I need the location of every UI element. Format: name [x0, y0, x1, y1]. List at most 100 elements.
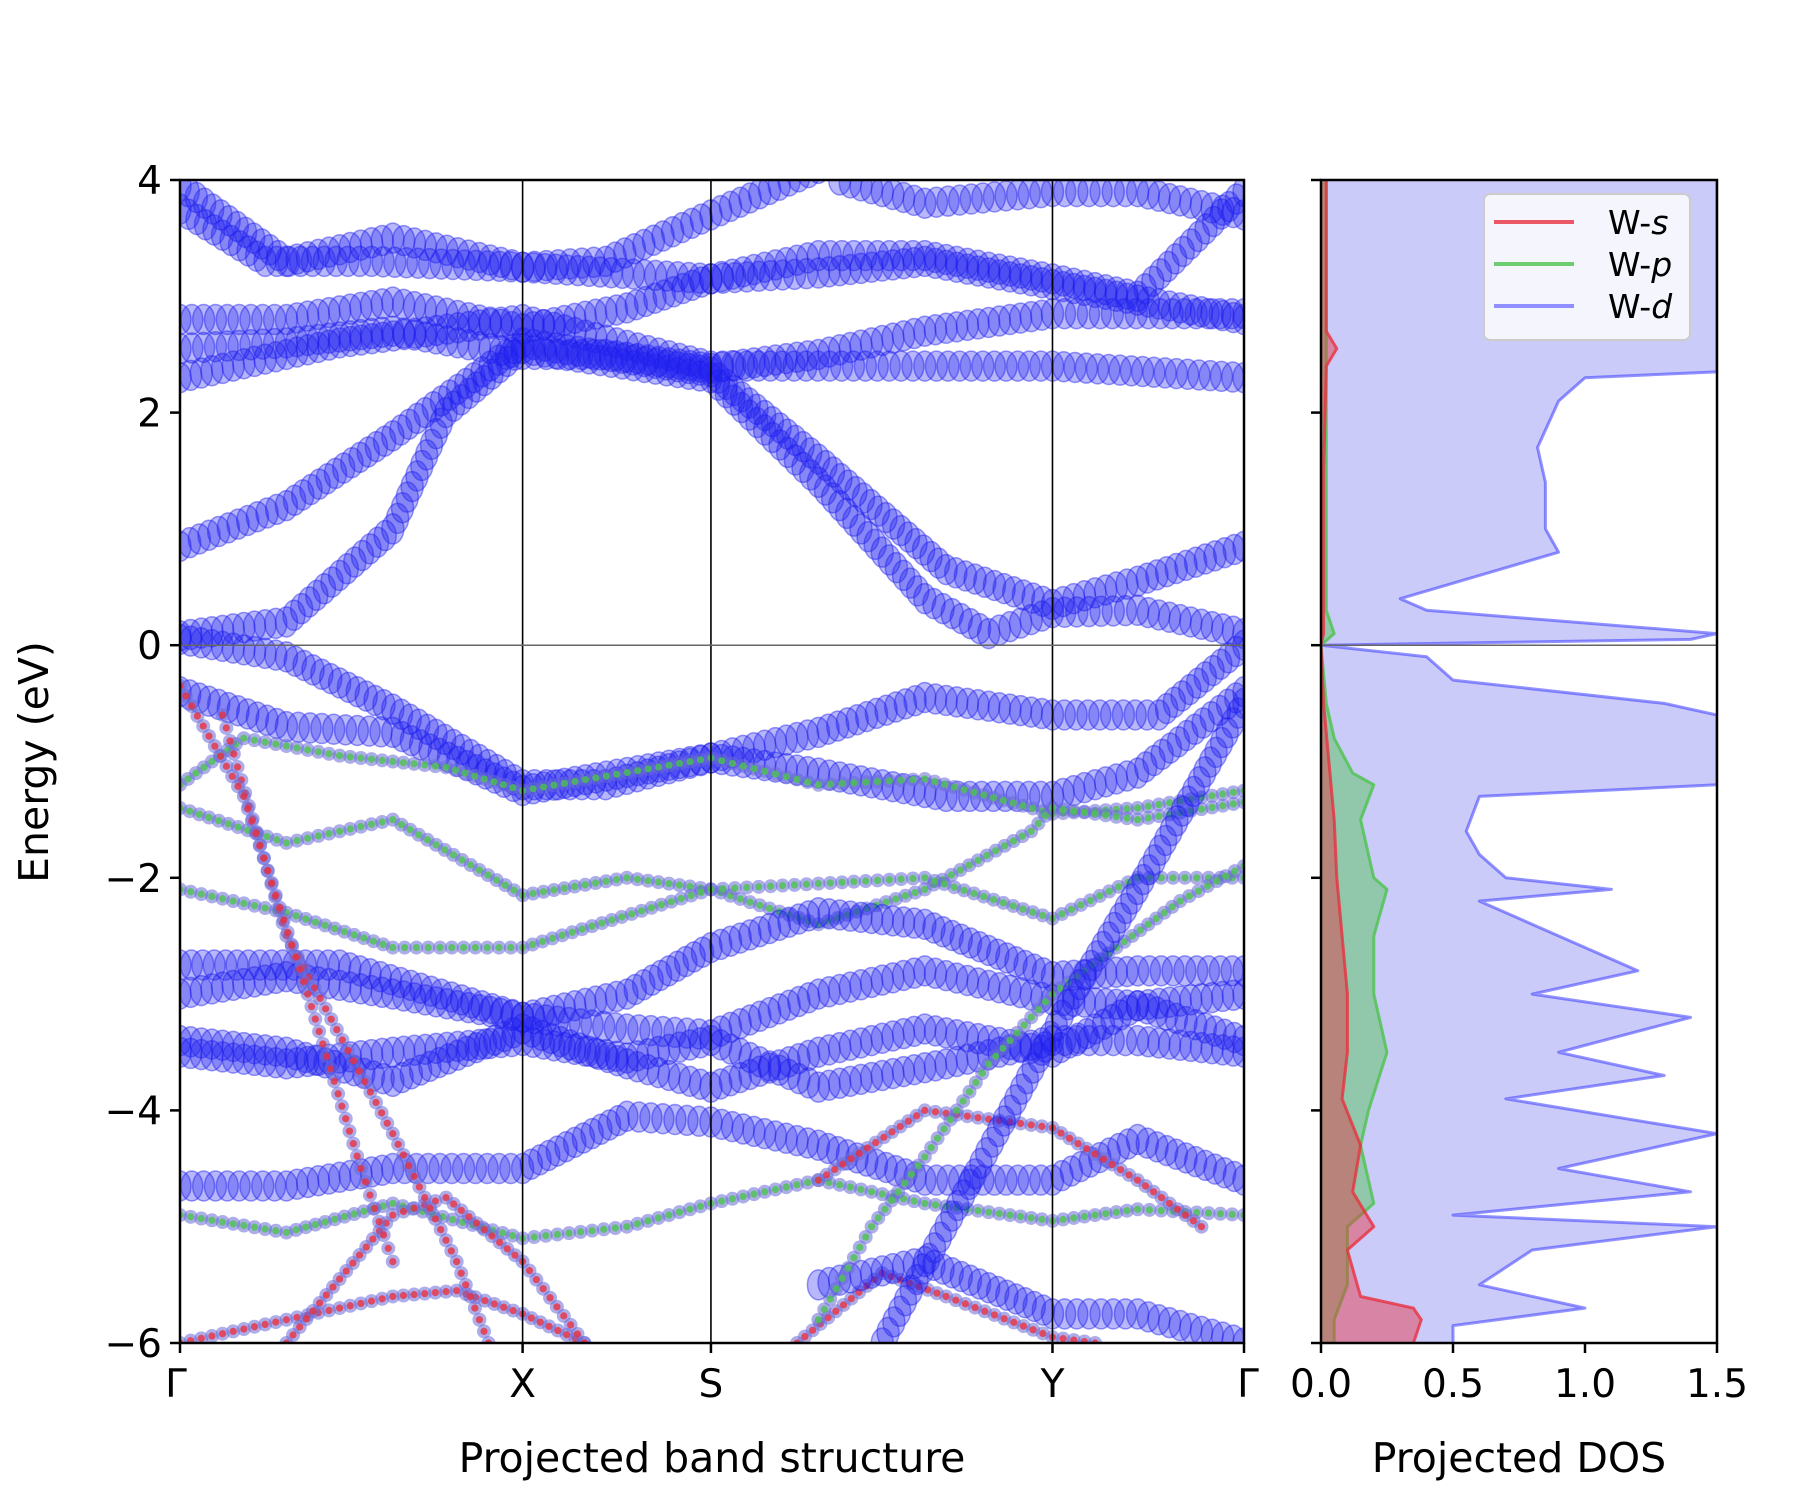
- band-marker-d: [1072, 274, 1097, 307]
- band-marker-s: [222, 724, 230, 732]
- band-marker-d: [884, 551, 909, 584]
- band-marker-d: [728, 186, 752, 218]
- band-marker-p: [686, 758, 694, 766]
- band-marker-p: [378, 818, 386, 826]
- band-marker-d: [982, 181, 1007, 213]
- band-marker-p: [965, 1088, 974, 1096]
- band-marker-p: [995, 1210, 1003, 1218]
- band-marker-p: [424, 943, 432, 952]
- band-marker-d: [445, 236, 470, 269]
- band-marker-s: [292, 953, 300, 961]
- band-marker-d: [413, 229, 438, 262]
- band-marker-s: [211, 742, 219, 750]
- band-marker-p: [471, 943, 480, 952]
- band-marker-d: [737, 399, 762, 431]
- band-marker-p: [719, 885, 727, 893]
- band-marker-d: [1148, 258, 1173, 290]
- legend-label-p: W-p: [1608, 245, 1672, 284]
- band-marker-p: [360, 934, 368, 942]
- band-marker-s: [338, 1036, 346, 1044]
- band-marker-d: [464, 249, 488, 282]
- band-marker-d: [849, 252, 873, 285]
- band-marker-p: [369, 937, 378, 945]
- band-marker-s: [457, 1269, 465, 1277]
- band-marker-p: [844, 1264, 852, 1272]
- band-marker-p: [832, 1285, 840, 1293]
- band-marker-s: [361, 1178, 370, 1186]
- band-marker-d: [1097, 353, 1121, 386]
- band-marker-d: [381, 222, 405, 254]
- band-marker-d: [976, 251, 1001, 283]
- band-marker-d: [542, 306, 566, 339]
- band-marker-d: [722, 384, 746, 416]
- band-marker-p: [197, 1214, 205, 1223]
- band-marker-p: [331, 1215, 339, 1223]
- band-marker-d: [467, 304, 492, 336]
- band-marker-d: [622, 232, 647, 265]
- band-marker-d: [752, 414, 777, 446]
- band-marker-d: [349, 318, 373, 351]
- band-marker-p: [588, 922, 596, 930]
- band-marker-p: [1059, 1215, 1067, 1224]
- band-marker-p: [972, 1078, 980, 1087]
- band-marker-d: [274, 338, 299, 371]
- band-marker-d: [1200, 297, 1224, 330]
- band-marker-d: [221, 632, 245, 664]
- band-marker-p: [940, 1125, 948, 1133]
- band-marker-p: [793, 775, 801, 784]
- band-marker-d: [381, 315, 405, 347]
- band-marker-d: [827, 334, 852, 366]
- band-marker-d: [1076, 297, 1101, 330]
- band-x-tick-label: Y: [1040, 1362, 1065, 1407]
- band-marker-p: [302, 1223, 310, 1231]
- band-marker-d: [731, 256, 755, 288]
- band-marker-d: [963, 563, 987, 595]
- band-y-tick-label: 2: [137, 392, 162, 437]
- band-marker-d: [1179, 294, 1203, 326]
- band-marker-p: [718, 757, 726, 765]
- band-marker-d: [841, 350, 866, 382]
- band-marker-d: [349, 324, 373, 356]
- band-marker-d: [1221, 196, 1244, 229]
- band-marker-p: [560, 884, 568, 892]
- band-marker-d: [708, 194, 733, 227]
- band-marker-p: [499, 781, 508, 789]
- band-marker-d: [1210, 299, 1235, 332]
- band-marker-p: [927, 1144, 935, 1152]
- band-marker-d: [1125, 284, 1150, 316]
- band-marker-s: [573, 1330, 582, 1338]
- band-marker-p: [739, 1192, 747, 1201]
- band-marker-d: [1232, 199, 1244, 231]
- band-marker-d: [191, 331, 216, 364]
- band-marker-d: [680, 207, 704, 240]
- band-marker-p: [602, 772, 610, 780]
- band-marker-d: [1052, 596, 1077, 629]
- band-marker-d: [1187, 359, 1211, 391]
- band-marker-p: [989, 794, 998, 802]
- band-marker-d: [881, 180, 905, 211]
- band-marker-p: [1134, 1205, 1142, 1213]
- band-marker-d: [1064, 297, 1089, 330]
- band-marker-s: [931, 1108, 940, 1116]
- band-marker-d: [966, 308, 990, 340]
- band-marker-d: [295, 324, 320, 357]
- band-marker-d: [251, 328, 275, 360]
- band-marker-p: [1213, 877, 1221, 885]
- band-marker-d: [877, 350, 901, 382]
- band-marker-d: [842, 239, 866, 272]
- band-marker-d: [1179, 606, 1203, 638]
- band-marker-p: [1208, 803, 1216, 812]
- band-marker-d: [1072, 269, 1097, 302]
- band-marker-p: [974, 1207, 982, 1215]
- band-marker-d: [413, 293, 438, 325]
- band-marker-d: [859, 488, 883, 521]
- band-marker-d: [1157, 182, 1182, 215]
- band-marker-p: [509, 1232, 517, 1240]
- band-marker-d: [1031, 585, 1055, 618]
- band-marker-p: [602, 877, 610, 885]
- band-marker-d: [752, 251, 777, 283]
- band-marker-p: [331, 924, 339, 933]
- band-marker-s: [389, 1292, 397, 1301]
- dos-x-tick-label: 0.0: [1290, 1362, 1352, 1407]
- band-marker-s: [971, 1303, 979, 1312]
